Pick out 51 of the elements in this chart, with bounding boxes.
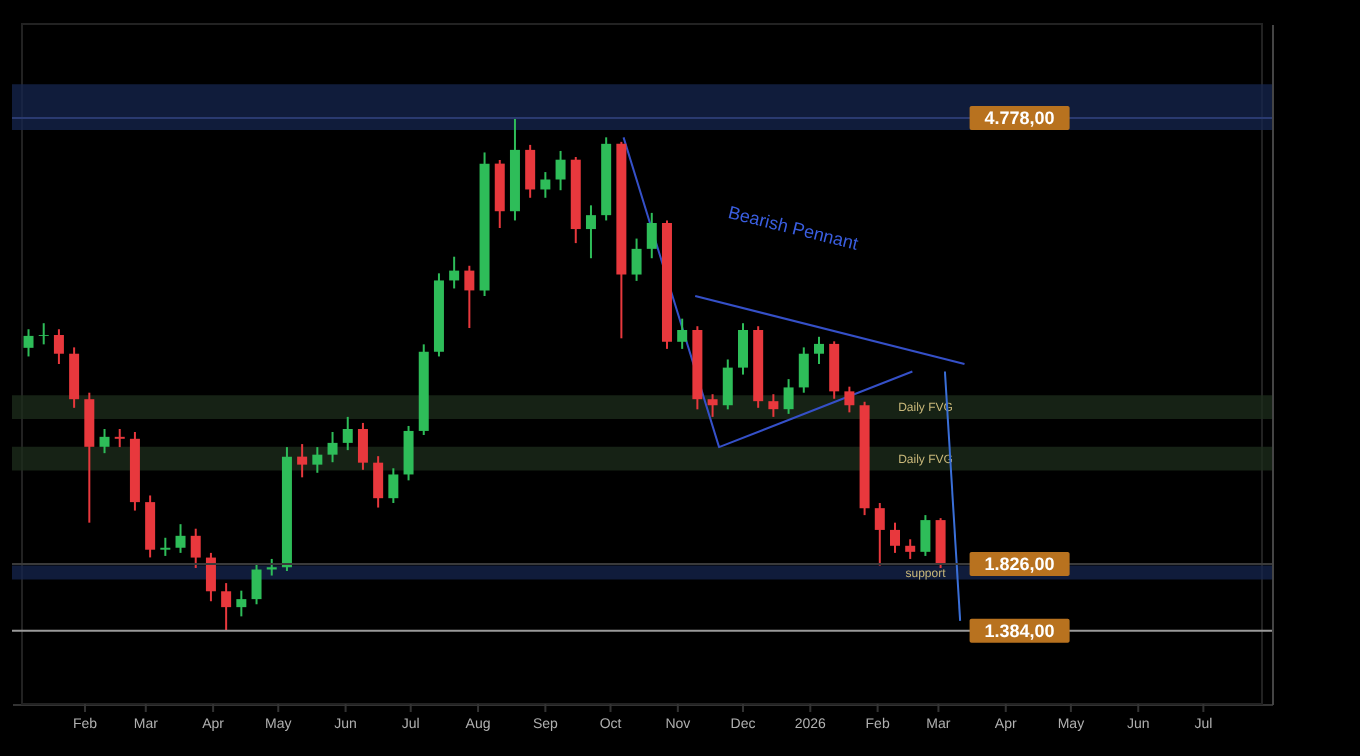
candlestick [190, 527, 201, 569]
candlestick [221, 582, 232, 632]
candlestick [449, 255, 460, 290]
candlestick [342, 415, 353, 452]
candlestick [388, 467, 399, 505]
candlestick [99, 427, 110, 455]
candlestick [297, 443, 308, 479]
candlestick [737, 322, 748, 376]
candlestick [677, 317, 688, 350]
ref-line-label: 1.384,00 [984, 620, 1055, 641]
candlestick [205, 551, 216, 603]
candlestick [160, 536, 171, 557]
candlestick [23, 328, 34, 358]
candlestick [889, 521, 900, 554]
candlestick [53, 328, 64, 365]
candlestick [464, 264, 475, 330]
candlestick [327, 431, 338, 464]
candlestick [175, 523, 186, 554]
candlestick [312, 446, 323, 474]
candlestick [768, 393, 779, 418]
candlestick [540, 171, 551, 199]
candlestick [646, 211, 657, 260]
candlestick [84, 391, 95, 524]
ref-line-label: 1.826,00 [984, 554, 1055, 575]
candlestick [722, 358, 733, 411]
candlestick [631, 237, 642, 282]
candlestick [707, 393, 718, 418]
candlestick [874, 502, 885, 567]
annotation: Bearish Pennant [726, 202, 862, 255]
candlestick [935, 517, 946, 569]
candlestick [813, 335, 824, 365]
candlestick [114, 427, 125, 449]
ref-line-label: 4.778,00 [984, 107, 1055, 128]
candlestick [494, 159, 505, 229]
candlestick [251, 562, 262, 606]
candlestick [844, 385, 855, 414]
candlestick [525, 143, 536, 199]
candlestick [145, 494, 156, 559]
candlestick [920, 514, 931, 557]
candlestick [905, 538, 916, 560]
candlestick [555, 149, 566, 192]
candlestick [829, 340, 840, 400]
candlestick [783, 378, 794, 415]
candlestick [69, 346, 80, 409]
candlestick [236, 589, 247, 618]
candlestick [403, 424, 414, 482]
candlestick [798, 346, 809, 394]
candlestick [38, 322, 49, 346]
candlestick [585, 204, 596, 260]
candlestick [357, 421, 368, 471]
candlestick [373, 455, 384, 509]
